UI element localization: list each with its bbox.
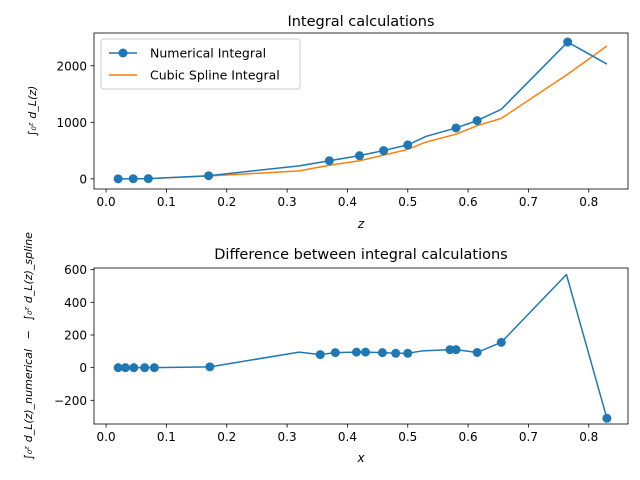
legend-frame	[100, 38, 301, 90]
bottom-x-tick-label: 0.5	[398, 430, 417, 444]
top-data-point	[143, 174, 153, 184]
top-subplot: 0.0 0.1 0.2 0.3 0.4 0.5 0.6 0.7 0.8 0 1000 2000 Int…	[26, 14, 629, 231]
bottom-data-point	[496, 337, 506, 347]
bottom-y-tick-label: 400	[64, 296, 87, 310]
bottom-data-point	[330, 348, 340, 358]
legend-label-numerical: Numerical Integral	[150, 46, 266, 61]
bottom-data-point	[113, 363, 123, 373]
bottom-x-axis-label: x	[356, 451, 365, 465]
bottom-x-tick-label: 0.4	[338, 430, 357, 444]
top-data-point	[379, 146, 389, 156]
top-data-point	[324, 156, 334, 166]
legend-marker-numerical	[118, 48, 128, 58]
top-x-tick-label: 0.6	[459, 195, 478, 209]
bottom-data-point	[602, 413, 612, 423]
top-x-tick-label: 0.1	[157, 195, 176, 209]
top-x-tick-label: 0.8	[579, 195, 598, 209]
top-data-point	[113, 174, 123, 184]
top-data-point	[451, 123, 461, 133]
bottom-y-tick-label: 600	[64, 263, 87, 277]
bottom-data-point	[403, 348, 413, 358]
bottom-x-tick-label: 0.7	[519, 430, 538, 444]
top-data-point	[204, 171, 214, 181]
bottom-data-point	[351, 347, 361, 357]
bottom-y-label-numerical: ∫₀ᶻ d_L(z)_numerical	[22, 349, 35, 460]
bottom-y-axis-label: ∫₀ᶻ d_L(z)_numerical − ∫₀ᶻ d_L(z)_spline	[22, 232, 35, 460]
bottom-y-tick-label: −200	[54, 394, 87, 408]
top-y-axis-label: ∫₀ᶻ d_L(z)	[26, 86, 39, 137]
top-data-point	[128, 174, 138, 184]
bottom-y-label-spline: ∫₀ᶻ d_L(z)_spline	[22, 232, 35, 321]
bottom-data-point	[149, 363, 159, 373]
top-x-tick-label: 0.0	[97, 195, 116, 209]
top-x-tick-label: 0.2	[217, 195, 236, 209]
bottom-data-point	[361, 347, 371, 357]
legend-label-spline: Cubic Spline Integral	[150, 68, 280, 83]
top-data-point	[472, 116, 482, 126]
bottom-x-tick-label: 0.2	[217, 430, 236, 444]
top-data-point	[563, 37, 573, 47]
bottom-subplot: 0.0 0.1 0.2 0.3 0.4 0.5 0.6 0.7 0.8 −200 0 200 400 60…	[22, 232, 629, 465]
top-y-tick-label: 2000	[56, 59, 87, 73]
bottom-data-point	[377, 348, 387, 358]
bottom-data-point	[120, 363, 130, 373]
bottom-data-point	[140, 363, 150, 373]
bottom-data-point	[129, 363, 139, 373]
bottom-plot-frame	[93, 267, 629, 425]
bottom-data-point	[315, 350, 325, 360]
top-data-point	[403, 140, 413, 150]
top-x-tick-label: 0.7	[519, 195, 538, 209]
bottom-data-point	[472, 347, 482, 357]
bottom-x-tick-label: 0.6	[459, 430, 478, 444]
top-y-tick-label: 1000	[56, 116, 87, 130]
bottom-y-label-operator: −	[22, 330, 35, 339]
top-x-tick-label: 0.3	[278, 195, 297, 209]
bottom-x-tick-label: 0.0	[97, 430, 116, 444]
bottom-y-tick-label: 0	[79, 361, 87, 375]
bottom-data-point	[391, 348, 401, 358]
legend: Numerical Integral Cubic Spline Integral	[100, 38, 301, 90]
top-y-tick-label: 0	[79, 172, 87, 186]
top-x-tick-label: 0.5	[398, 195, 417, 209]
top-plot-frame	[93, 32, 629, 190]
top-x-tick-label: 0.4	[338, 195, 357, 209]
bottom-chart-title: Difference between integral calculations	[214, 247, 507, 263]
top-chart-title: Integral calculations	[287, 14, 434, 30]
bottom-x-tick-label: 0.3	[278, 430, 297, 444]
top-x-axis-label: z	[357, 217, 365, 231]
bottom-data-point	[451, 345, 461, 355]
top-data-point	[354, 151, 364, 161]
bottom-x-tick-label: 0.8	[579, 430, 598, 444]
bottom-x-tick-label: 0.1	[157, 430, 176, 444]
bottom-y-tick-label: 200	[64, 328, 87, 342]
bottom-data-point	[205, 362, 215, 372]
